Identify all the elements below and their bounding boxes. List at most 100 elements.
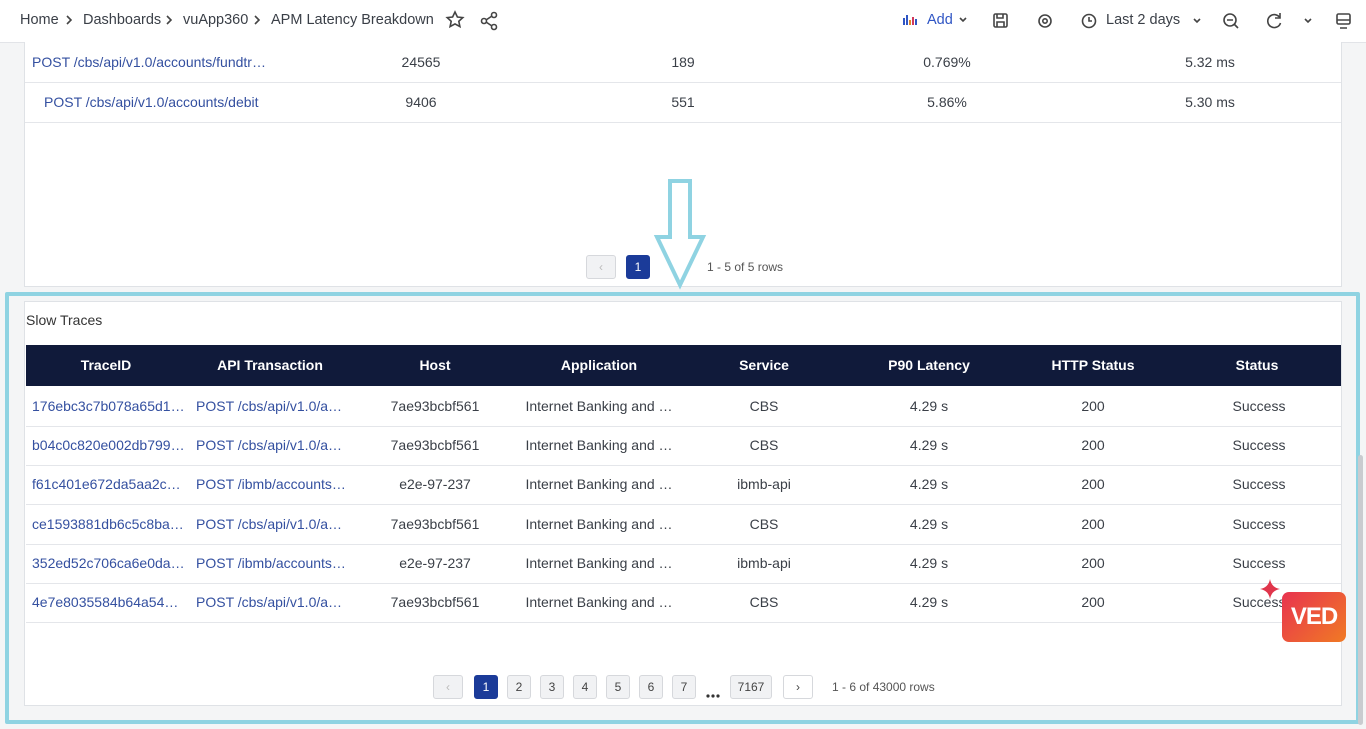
- column-header[interactable]: P90 Latency: [888, 357, 970, 373]
- table-cell: 200: [1081, 398, 1105, 414]
- table-cell: 4.29 s: [909, 437, 949, 454]
- transaction-link[interactable]: POST /ibmb/accounts…: [196, 476, 346, 493]
- table-cell: 0.769%: [923, 54, 971, 70]
- table-row: f61c401e672da5aa2c… POST /ibmb/accounts… e…: [26, 465, 1341, 506]
- table-header: TraceID API Transaction Host Application Ser…: [26, 345, 1341, 386]
- add-icon[interactable]: [903, 15, 917, 25]
- sparkle-icon: [1260, 579, 1280, 599]
- zoom-out-icon[interactable]: [1223, 13, 1239, 29]
- table-cell: 9406: [405, 94, 437, 110]
- table-cell: 200: [1081, 594, 1105, 610]
- table-cell: 7ae93bcbf561: [390, 398, 480, 414]
- toolbar-icons: [66, 10, 1351, 31]
- chevron: [959, 17, 967, 23]
- table-cell: 7ae93bcbf561: [390, 594, 480, 610]
- time-range-picker[interactable]: Last 2 days: [1106, 12, 1181, 28]
- pagination-summary: 1 - 5 of 5 rows: [707, 260, 784, 274]
- table-cell: 4.29 s: [909, 554, 949, 571]
- table-cell: Internet Banking and …: [525, 515, 673, 532]
- page-button[interactable]: 4: [573, 675, 597, 699]
- trace-id-link[interactable]: ce1593881db6c5c8ba…: [32, 515, 184, 532]
- page-button[interactable]: 2: [507, 675, 531, 699]
- panel-title: Slow Traces: [26, 312, 103, 328]
- transaction-link[interactable]: POST /cbs/api/v1.0/a…: [196, 398, 343, 414]
- table-cell: CBS: [749, 437, 779, 454]
- page-button[interactable]: 5: [606, 675, 630, 699]
- table-row: b04c0c820e002db799… POST /cbs/api/v1.0/a……: [26, 426, 1341, 467]
- scrollbar[interactable]: [1358, 455, 1363, 725]
- transaction-link[interactable]: POST /cbs/api/v1.0/a…: [196, 515, 343, 532]
- share-icon[interactable]: [480, 11, 498, 31]
- star-icon[interactable]: [445, 10, 465, 29]
- table-cell: 7ae93bcbf561: [390, 515, 480, 532]
- column-header[interactable]: Application: [560, 357, 638, 373]
- table-row: 352ed52c706ca6e0da… POST /ibmb/accounts… e…: [26, 544, 1341, 584]
- table-cell: 189: [671, 54, 695, 70]
- chevron[interactable]: [1304, 18, 1312, 24]
- save-icon[interactable]: [993, 13, 1008, 28]
- transaction-link[interactable]: POST /ibmb/accounts…: [196, 554, 346, 571]
- next-page[interactable]: ›: [783, 675, 813, 699]
- trace-id-link[interactable]: 352ed52c706ca6e0da…: [32, 554, 185, 571]
- page-button[interactable]: 3: [540, 675, 564, 699]
- top-bar: Home Dashboards vuApp360 APM Latency Bre…: [0, 0, 1366, 43]
- transaction-link[interactable]: POST /cbs/api/v1.0/a…: [196, 594, 343, 610]
- table-cell: ibmb-api: [737, 554, 791, 571]
- prev-page[interactable]: ‹: [586, 255, 616, 279]
- column-header[interactable]: HTTP Status: [1051, 357, 1135, 373]
- trace-id-link[interactable]: 4e7e8035584b64a54…: [32, 594, 179, 610]
- table-row: ce1593881db6c5c8ba… POST /cbs/api/v1.0/a……: [26, 505, 1341, 545]
- transaction-link[interactable]: POST /cbs/api/v1.0/a…: [196, 437, 343, 454]
- add-button[interactable]: Add: [927, 12, 953, 28]
- table-cell: Success: [1232, 476, 1286, 493]
- table-cell: Success: [1232, 398, 1286, 414]
- table-cell: 4.29 s: [909, 594, 949, 610]
- table-cell: 7ae93bcbf561: [390, 437, 480, 454]
- pagination-summary: 1 - 6 of 43000 rows: [832, 680, 935, 694]
- breadcrumb-link[interactable]: Home: [20, 12, 59, 28]
- column-header[interactable]: TraceID: [80, 357, 132, 373]
- arrow-annotation: [653, 179, 707, 290]
- table-cell: Internet Banking and …: [525, 554, 673, 571]
- table-cell: ibmb-api: [737, 476, 791, 493]
- column-header[interactable]: Status: [1235, 357, 1279, 373]
- page-button[interactable]: 1: [474, 675, 498, 699]
- chevron[interactable]: [1193, 18, 1201, 24]
- breadcrumb-link[interactable]: vuApp360: [183, 12, 249, 28]
- table-cell: 200: [1081, 554, 1105, 571]
- table-cell: 200: [1081, 476, 1105, 493]
- trace-id-link[interactable]: f61c401e672da5aa2c…: [32, 476, 181, 493]
- trace-id-link[interactable]: b04c0c820e002db799…: [32, 437, 185, 454]
- clock-icon[interactable]: [1081, 13, 1097, 29]
- table-cell: 5.86%: [927, 94, 967, 110]
- table-cell: CBS: [749, 515, 779, 532]
- monitor-icon[interactable]: [1336, 13, 1351, 29]
- ellipsis-icon: [706, 694, 720, 698]
- chevron: [254, 15, 261, 25]
- prev-page[interactable]: ‹: [433, 675, 463, 699]
- page-button[interactable]: 6: [639, 675, 663, 699]
- endpoint-link[interactable]: POST /cbs/api/v1.0/accounts/debit: [44, 94, 259, 110]
- table-cell: 200: [1081, 515, 1105, 532]
- table-cell: Internet Banking and …: [525, 594, 673, 610]
- table-cell: 551: [671, 94, 695, 110]
- assistant-badge[interactable]: VED: [1282, 592, 1346, 642]
- breadcrumb-link[interactable]: Dashboards: [83, 12, 162, 28]
- trace-id-link[interactable]: 176ebc3c7b078a65d1…: [32, 398, 185, 414]
- table-cell: e2e-97-237: [399, 554, 471, 571]
- table-cell: 4.29 s: [909, 398, 949, 414]
- table-cell: 200: [1081, 437, 1105, 454]
- column-header[interactable]: Service: [739, 357, 789, 373]
- table-cell: Internet Banking and …: [525, 398, 673, 414]
- column-header[interactable]: Host: [419, 357, 451, 373]
- table-row: 4e7e8035584b64a54… POST /cbs/api/v1.0/a… 7…: [26, 583, 1341, 623]
- page-button[interactable]: 1: [626, 255, 650, 279]
- settings-icon[interactable]: [1038, 14, 1052, 28]
- column-header[interactable]: API Transaction: [217, 357, 323, 373]
- page-button[interactable]: 7: [672, 675, 696, 699]
- endpoint-link[interactable]: POST /cbs/api/v1.0/accounts/fundtr…: [32, 54, 266, 70]
- refresh-icon[interactable]: [1267, 13, 1282, 29]
- page-button[interactable]: 7167: [730, 675, 772, 699]
- endpoints-panel: POST /cbs/api/v1.0/accounts/fundtr… 24565…: [24, 42, 1342, 287]
